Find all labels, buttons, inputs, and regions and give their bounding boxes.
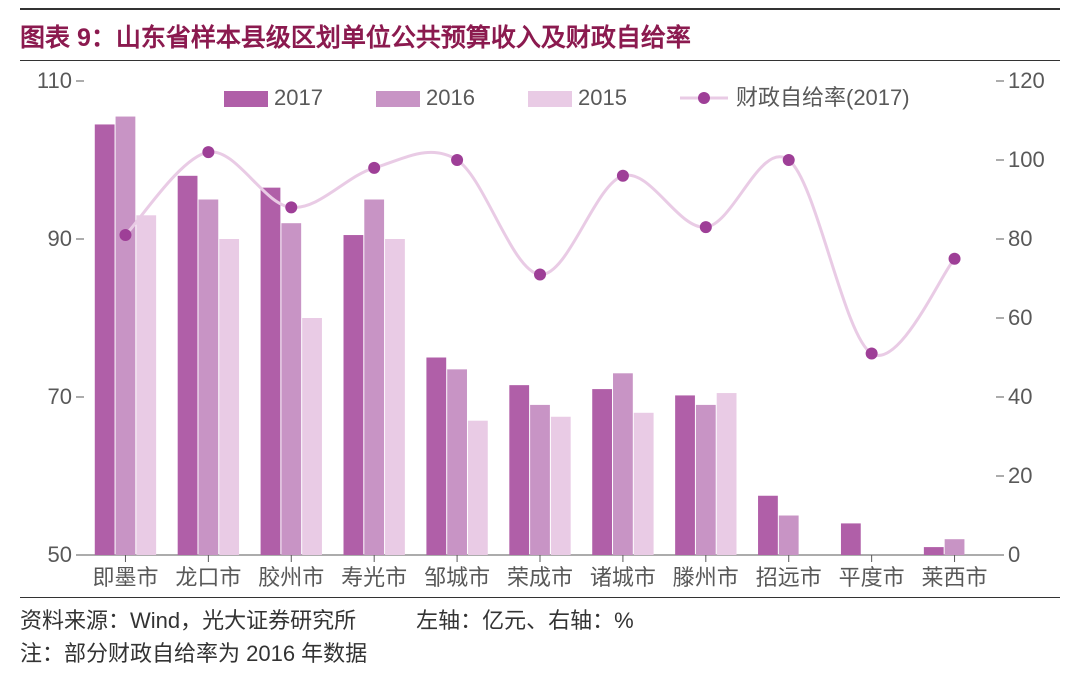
svg-text:0: 0 (1008, 542, 1020, 567)
svg-text:50: 50 (48, 542, 72, 567)
chart-area: 50 70 90 110 0 20 40 60 80 100 120 即墨市龙口市胶州市寿光市邹城市荣… (20, 67, 1060, 597)
svg-text:招远市: 招远市 (756, 565, 822, 590)
svg-text:平度市: 平度市 (839, 565, 905, 590)
svg-text:70: 70 (48, 384, 72, 409)
svg-text:120: 120 (1008, 68, 1045, 93)
svg-text:2017: 2017 (274, 85, 323, 110)
svg-text:胶州市: 胶州市 (258, 565, 324, 590)
svg-text:即墨市: 即墨市 (92, 565, 158, 590)
svg-text:100: 100 (1008, 147, 1045, 172)
chart-svg: 50 70 90 110 0 20 40 60 80 100 120 即墨市龙口市胶州市寿光市邹城市荣… (20, 67, 1060, 597)
footnotes: 资料来源：Wind，光大证券研究所 左轴：亿元、右轴：% 注：部分财政自给率为 … (20, 597, 1060, 670)
svg-text:邹城市: 邹城市 (424, 565, 490, 590)
svg-text:诸城市: 诸城市 (590, 565, 656, 590)
svg-text:寿光市: 寿光市 (341, 565, 407, 590)
svg-text:110: 110 (37, 68, 72, 93)
chart-title: 图表 9：山东省样本县级区划单位公共预算收入及财政自给率 (20, 8, 1060, 61)
svg-text:龙口市: 龙口市 (175, 565, 241, 590)
axis-note-right: 右轴：% (548, 608, 634, 633)
svg-text:90: 90 (48, 226, 72, 251)
svg-text:2016: 2016 (426, 85, 475, 110)
source-value: Wind，光大证券研究所 (130, 608, 356, 633)
axis-note-left: 左轴：亿元、 (416, 608, 548, 633)
footnote-label: 注： (20, 641, 64, 666)
svg-text:20: 20 (1008, 463, 1032, 488)
footnote-value: 部分财政自给率为 2016 年数据 (64, 641, 367, 666)
svg-text:滕州市: 滕州市 (673, 565, 739, 590)
svg-text:60: 60 (1008, 305, 1032, 330)
svg-text:莱西市: 莱西市 (922, 565, 988, 590)
svg-text:2015: 2015 (578, 85, 627, 110)
svg-text:财政自给率(2017): 财政自给率(2017) (736, 85, 910, 110)
source-label: 资料来源： (20, 608, 130, 633)
svg-text:40: 40 (1008, 384, 1032, 409)
svg-text:荣成市: 荣成市 (507, 565, 573, 590)
svg-text:80: 80 (1008, 226, 1032, 251)
